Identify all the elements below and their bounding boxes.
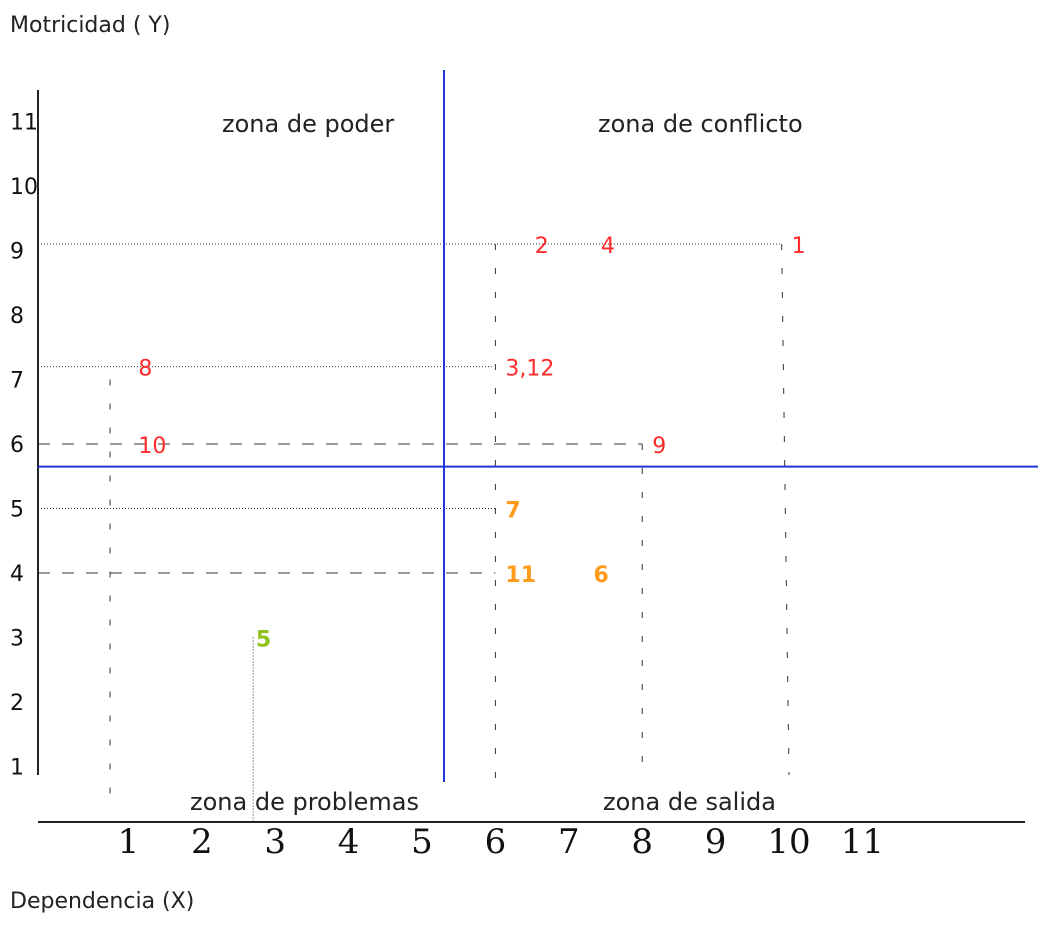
x-tick-label: 3 bbox=[264, 822, 286, 862]
zone-labels: zona de poder zona de conflicto zona de … bbox=[190, 110, 803, 816]
zone-top-right-label: zona de conflicto bbox=[598, 110, 803, 138]
x-tick-label: 8 bbox=[631, 822, 653, 862]
point-label: 1 bbox=[792, 234, 806, 259]
x-tick-label: 4 bbox=[338, 822, 360, 862]
x-tick-label: 5 bbox=[411, 822, 433, 862]
point-label: 2 bbox=[535, 234, 549, 259]
data-point-labels: 1 2 4 8 3,12 10 9 7 11 6 5 bbox=[138, 234, 805, 652]
zone-bottom-left-label: zona de problemas bbox=[190, 788, 419, 816]
x-tick-label: 1 bbox=[118, 822, 140, 862]
y-tick-label: 7 bbox=[10, 369, 24, 394]
x-tick-label: 2 bbox=[191, 822, 213, 862]
zone-bottom-right-label: zona de salida bbox=[603, 788, 776, 816]
x-tick-labels: 1 2 3 4 5 6 7 8 9 10 11 bbox=[118, 822, 884, 862]
y-tick-label: 11 bbox=[10, 111, 38, 136]
x-tick-label: 11 bbox=[841, 822, 884, 862]
y-tick-labels: 1 2 3 4 5 6 7 8 9 10 11 bbox=[10, 111, 38, 781]
y-tick-label: 6 bbox=[10, 433, 24, 458]
y-tick-label: 1 bbox=[10, 756, 24, 781]
x-tick-label: 10 bbox=[767, 822, 810, 862]
x-tick-label: 6 bbox=[485, 822, 507, 862]
y-tick-label: 10 bbox=[10, 175, 38, 200]
y-tick-label: 8 bbox=[10, 304, 24, 329]
zone-top-left-label: zona de poder bbox=[222, 110, 394, 138]
y-tick-label: 9 bbox=[10, 240, 24, 265]
point-label: 6 bbox=[593, 563, 608, 588]
point-label: 8 bbox=[138, 357, 152, 382]
point-label: 4 bbox=[601, 234, 615, 259]
y-tick-label: 4 bbox=[10, 562, 24, 587]
guide-lines bbox=[38, 243, 790, 822]
point-label: 7 bbox=[505, 499, 520, 524]
y-tick-label: 5 bbox=[10, 498, 24, 523]
guide-line-x10 bbox=[781, 244, 790, 776]
point-label: 3,12 bbox=[505, 357, 554, 382]
y-tick-label: 3 bbox=[10, 627, 24, 652]
quadrant-lines bbox=[38, 70, 1038, 782]
y-axis-title: Motricidad ( Y) bbox=[10, 13, 170, 38]
y-tick-label: 2 bbox=[10, 691, 24, 716]
x-tick-label: 7 bbox=[558, 822, 580, 862]
point-label: 10 bbox=[138, 434, 166, 459]
point-label: 11 bbox=[505, 563, 536, 588]
point-label: 5 bbox=[256, 628, 271, 653]
point-label: 9 bbox=[652, 434, 666, 459]
x-axis-title: Dependencia (X) bbox=[10, 889, 194, 914]
x-tick-label: 9 bbox=[705, 822, 727, 862]
